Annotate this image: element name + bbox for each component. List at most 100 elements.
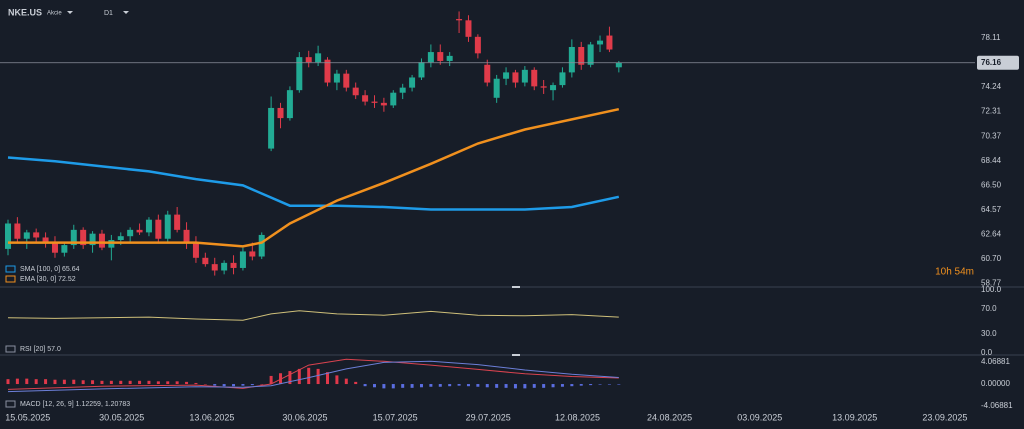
histogram-bar: [307, 367, 311, 385]
countdown: 10h 54m: [935, 267, 974, 278]
histogram-bar: [175, 381, 179, 385]
histogram-bar: [269, 375, 273, 385]
candle-body: [230, 262, 237, 268]
candle-body: [352, 87, 359, 96]
candle-body: [4, 223, 11, 249]
candle-body: [409, 77, 416, 88]
histogram-bar: [62, 379, 66, 385]
y-tick-label: 0.0: [981, 348, 993, 357]
histogram-bar: [288, 371, 292, 385]
candle-body: [61, 245, 68, 253]
candle-body: [521, 69, 528, 83]
candle-body: [42, 237, 49, 243]
histogram-bar: [542, 384, 546, 388]
histogram-bar: [429, 384, 433, 387]
asset-kind: Akcie: [47, 11, 62, 17]
candle-body: [578, 46, 585, 65]
histogram-bar: [81, 380, 85, 385]
y-tick-label: 68.44: [981, 156, 1002, 165]
candle-body: [427, 52, 434, 63]
histogram-bar: [607, 384, 611, 385]
histogram-bar: [579, 384, 583, 386]
candle-body: [51, 242, 58, 253]
candle-body: [465, 20, 472, 37]
histogram-bar: [53, 379, 57, 385]
histogram-bar: [222, 384, 226, 387]
candle-body: [474, 36, 481, 54]
legend-entry: RSI [20] 57.0: [20, 346, 61, 353]
x-tick-label: 24.08.2025: [647, 412, 692, 422]
y-tick-label: 78.11: [981, 33, 1001, 42]
histogram-bar: [372, 384, 376, 388]
histogram-bar: [448, 384, 452, 387]
histogram-bar: [166, 381, 170, 385]
histogram-bar: [316, 368, 320, 385]
pane-handle[interactable]: [512, 286, 520, 288]
histogram-bar: [438, 384, 442, 387]
histogram-bar: [232, 384, 236, 387]
x-tick-label: 15.05.2025: [5, 412, 50, 422]
symbol[interactable]: NKE.US: [8, 7, 42, 17]
candle-body: [512, 72, 519, 83]
indicator-line: [7, 310, 619, 321]
legend-entry: EMA [30, 0] 72.52: [20, 276, 76, 283]
candle-body: [164, 214, 171, 239]
histogram-bar: [504, 384, 508, 388]
x-tick-label: 30.06.2025: [282, 412, 327, 422]
candle-body: [268, 107, 275, 149]
histogram-bar: [109, 380, 113, 385]
candle-body: [503, 72, 510, 79]
last-price-label: 76.16: [981, 58, 1002, 67]
legend-icon: [5, 345, 16, 353]
histogram-bar: [15, 378, 19, 385]
histogram-bar: [147, 380, 151, 385]
candle-body: [484, 64, 491, 83]
candle-body: [89, 233, 96, 246]
candle-body: [333, 73, 340, 83]
timeframe[interactable]: D1: [104, 10, 113, 17]
legend-icon: [5, 275, 16, 283]
histogram-bar: [335, 375, 339, 385]
y-tick-label: 30.0: [981, 329, 997, 338]
legend-entry: MACD [12, 26, 9] 1.12259, 1.20783: [20, 401, 130, 408]
last-price-box: [977, 55, 1019, 70]
x-tick-label: 30.05.2025: [99, 412, 144, 422]
indicator-line: [7, 156, 620, 211]
dropdown-icon[interactable]: [123, 11, 129, 14]
candle-body: [127, 229, 134, 237]
histogram-bar: [617, 384, 621, 385]
candle-body: [239, 251, 246, 268]
candle-body: [315, 53, 322, 63]
x-tick-label: 13.09.2025: [832, 412, 877, 422]
candle-body: [174, 214, 181, 230]
legend-entry: SMA [100, 0] 65.64: [20, 266, 80, 273]
candle-body: [399, 87, 406, 93]
y-tick-label: 70.0: [981, 304, 997, 313]
candle-body: [192, 242, 199, 258]
candle-body: [117, 236, 124, 241]
y-tick-label: 58.77: [981, 279, 1002, 288]
histogram-bar: [326, 372, 330, 385]
dropdown-icon[interactable]: [67, 11, 73, 14]
candle-body: [136, 229, 143, 233]
candle-body: [155, 219, 162, 239]
histogram-bar: [44, 379, 48, 385]
candle-body: [606, 35, 613, 50]
histogram-bar: [560, 384, 564, 387]
histogram-bar: [138, 380, 142, 385]
pane-handle[interactable]: [512, 354, 520, 356]
candle-body: [362, 95, 369, 102]
histogram-bar: [128, 380, 132, 385]
candle-body: [446, 55, 453, 61]
candle-body: [456, 19, 463, 21]
histogram-bar: [241, 384, 245, 386]
histogram-bar: [532, 384, 536, 388]
histogram-bar: [354, 381, 358, 385]
candle-body: [221, 262, 228, 271]
histogram-bar: [589, 384, 593, 386]
x-tick-label: 15.07.2025: [373, 412, 418, 422]
candle-body: [23, 232, 30, 239]
candle-body: [14, 223, 21, 239]
